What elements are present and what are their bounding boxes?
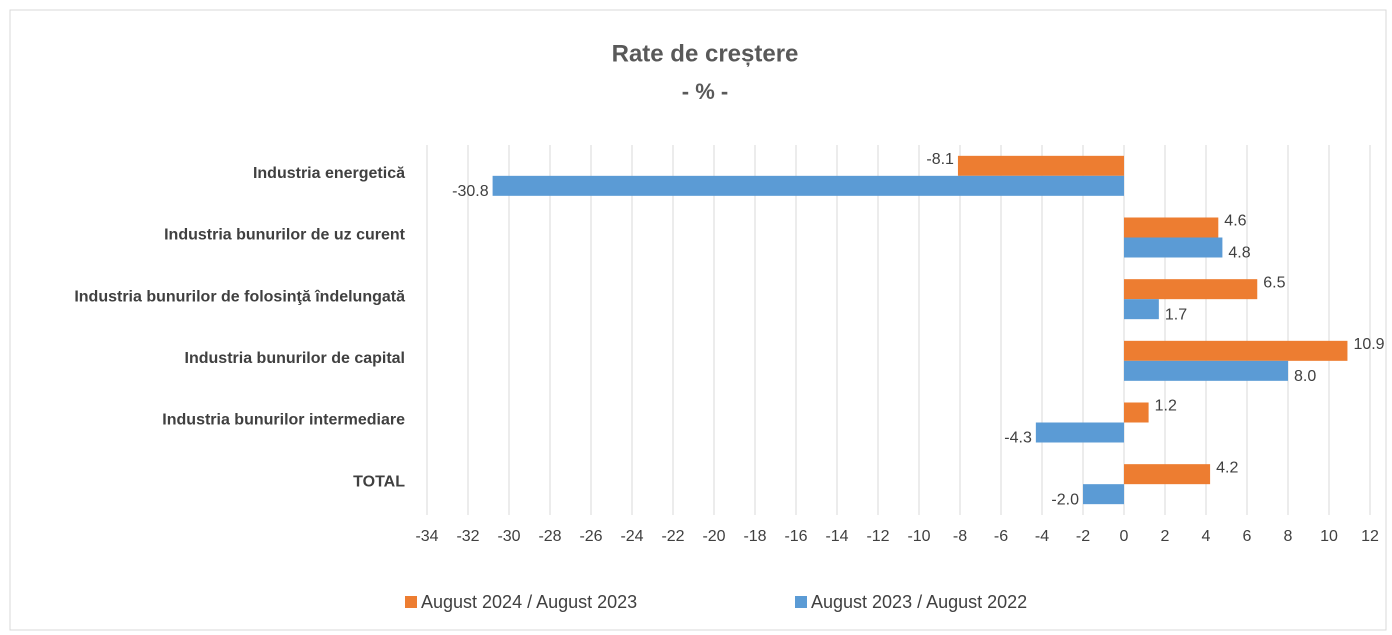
value-label: 6.5: [1263, 274, 1285, 291]
value-label: 4.8: [1228, 245, 1250, 262]
x-tick-label: -12: [866, 528, 889, 545]
x-tick-label: -2: [1076, 528, 1090, 545]
x-tick-label: -30: [497, 528, 520, 545]
value-label: 4.6: [1224, 213, 1246, 230]
category-label: Industria bunurilor de uz curent: [164, 227, 406, 244]
x-tick-label: -24: [620, 528, 643, 545]
x-tick-label: -10: [907, 528, 930, 545]
x-tick-label: -4: [1035, 528, 1049, 545]
category-label: Industria bunurilor intermediare: [162, 412, 405, 429]
x-tick-label: -6: [994, 528, 1008, 545]
bar: [1124, 299, 1159, 320]
value-label: 10.9: [1353, 336, 1384, 353]
x-tick-label: -14: [825, 528, 848, 545]
legend-label: August 2024 / August 2023: [421, 592, 637, 612]
bar: [1124, 402, 1149, 423]
value-label: -30.8: [452, 183, 489, 200]
x-tick-label: 12: [1361, 528, 1379, 545]
legend-swatch: [795, 596, 807, 608]
bar: [1083, 484, 1124, 505]
value-label: -4.3: [1004, 430, 1032, 447]
x-tick-label: -22: [661, 528, 684, 545]
x-tick-label: -20: [702, 528, 725, 545]
chart-subtitle: - % -: [682, 79, 728, 104]
value-label: -8.1: [926, 151, 954, 168]
bar: [1124, 217, 1219, 238]
legend-swatch: [405, 596, 417, 608]
x-tick-label: -26: [579, 528, 602, 545]
x-tick-label: 6: [1243, 528, 1252, 545]
bar: [1035, 422, 1124, 443]
chart-title: Rate de creștere: [612, 40, 799, 67]
category-label: TOTAL: [353, 473, 405, 490]
x-tick-label: -32: [456, 528, 479, 545]
x-tick-label: 8: [1284, 528, 1293, 545]
bar: [1124, 279, 1258, 300]
value-label: 1.7: [1165, 306, 1187, 323]
x-tick-label: 2: [1161, 528, 1170, 545]
bar: [1124, 464, 1211, 485]
value-label: -2.0: [1051, 491, 1079, 508]
x-tick-label: -28: [538, 528, 561, 545]
bar: [957, 155, 1124, 176]
legend-label: August 2023 / August 2022: [811, 592, 1027, 612]
x-tick-label: -34: [415, 528, 438, 545]
x-tick-label: 4: [1202, 528, 1211, 545]
chart-border: [9, 9, 1387, 631]
x-tick-label: 10: [1320, 528, 1338, 545]
bar: [492, 175, 1125, 196]
x-tick-label: -18: [743, 528, 766, 545]
bar: [1124, 237, 1223, 258]
x-tick-label: -8: [953, 528, 967, 545]
value-label: 4.2: [1216, 459, 1238, 476]
x-tick-label: 0: [1120, 528, 1129, 545]
x-tick-label: -16: [784, 528, 807, 545]
bar: [1124, 360, 1288, 381]
category-label: Industria energetică: [253, 165, 405, 182]
category-label: Industria bunurilor de folosinţă îndelun…: [74, 288, 405, 305]
category-label: Industria bunurilor de capital: [185, 350, 405, 367]
value-label: 1.2: [1155, 398, 1177, 415]
bar: [1124, 340, 1348, 361]
value-label: 8.0: [1294, 368, 1316, 385]
